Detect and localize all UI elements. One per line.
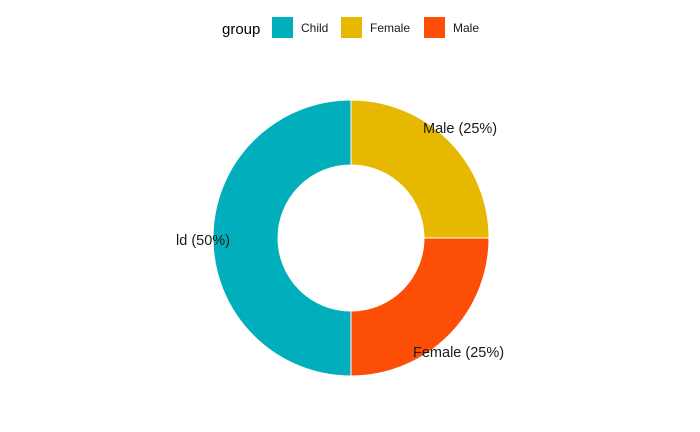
slice-child — [212, 99, 352, 377]
slice-female — [350, 99, 490, 239]
legend: group Child Female Male — [222, 17, 479, 38]
legend-label-female: Female — [370, 21, 410, 35]
legend-swatch-female — [341, 17, 362, 38]
slice-label-male: Male (25%) — [423, 121, 497, 137]
slice-male — [350, 237, 490, 377]
donut-slices — [212, 99, 490, 377]
legend-swatch-child — [272, 17, 293, 38]
legend-label-child: Child — [301, 21, 328, 35]
slice-labels: ld (50%) Female (25%) Male (25%) — [176, 121, 504, 361]
legend-label-male: Male — [453, 21, 479, 35]
slice-label-child: ld (50%) — [176, 233, 230, 249]
legend-swatch-male — [424, 17, 445, 38]
legend-title: group — [222, 21, 260, 38]
slice-label-female: Female (25%) — [413, 345, 504, 361]
